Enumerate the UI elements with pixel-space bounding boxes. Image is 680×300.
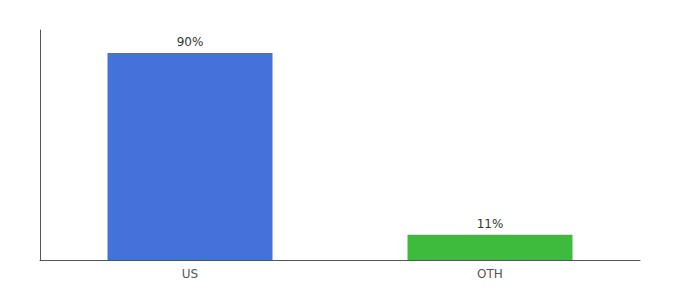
svg-text:90%: 90% (177, 35, 204, 49)
svg-text:11%: 11% (477, 217, 504, 231)
svg-text:OTH: OTH (477, 267, 503, 281)
svg-text:US: US (182, 267, 198, 281)
